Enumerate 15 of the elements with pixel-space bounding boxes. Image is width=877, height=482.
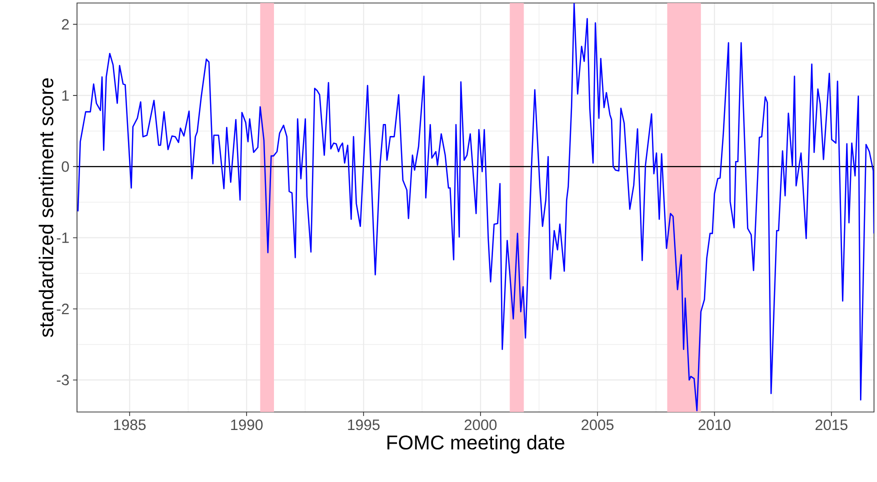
x-tick-label: 1985 [114,420,146,430]
x-tick-label: 2005 [582,420,614,430]
y-tick-label: 1 [62,90,69,101]
y-tick-label: -3 [56,374,69,386]
y-tick-label: 2 [62,19,69,30]
y-tick-label: -2 [56,304,69,314]
x-tick-label: 1995 [348,420,380,430]
x-axis-title: FOMC meeting date [387,434,564,454]
x-tick-label: 2000 [464,420,497,430]
x-tick-label: 1990 [231,420,263,430]
y-axis-title: standardized sentiment score [38,78,54,338]
y-tick-label: 0 [62,161,69,172]
x-tick-label: 2015 [816,420,848,430]
y-tick-label: -1 [56,232,69,243]
x-tick-label: 2010 [698,420,730,430]
